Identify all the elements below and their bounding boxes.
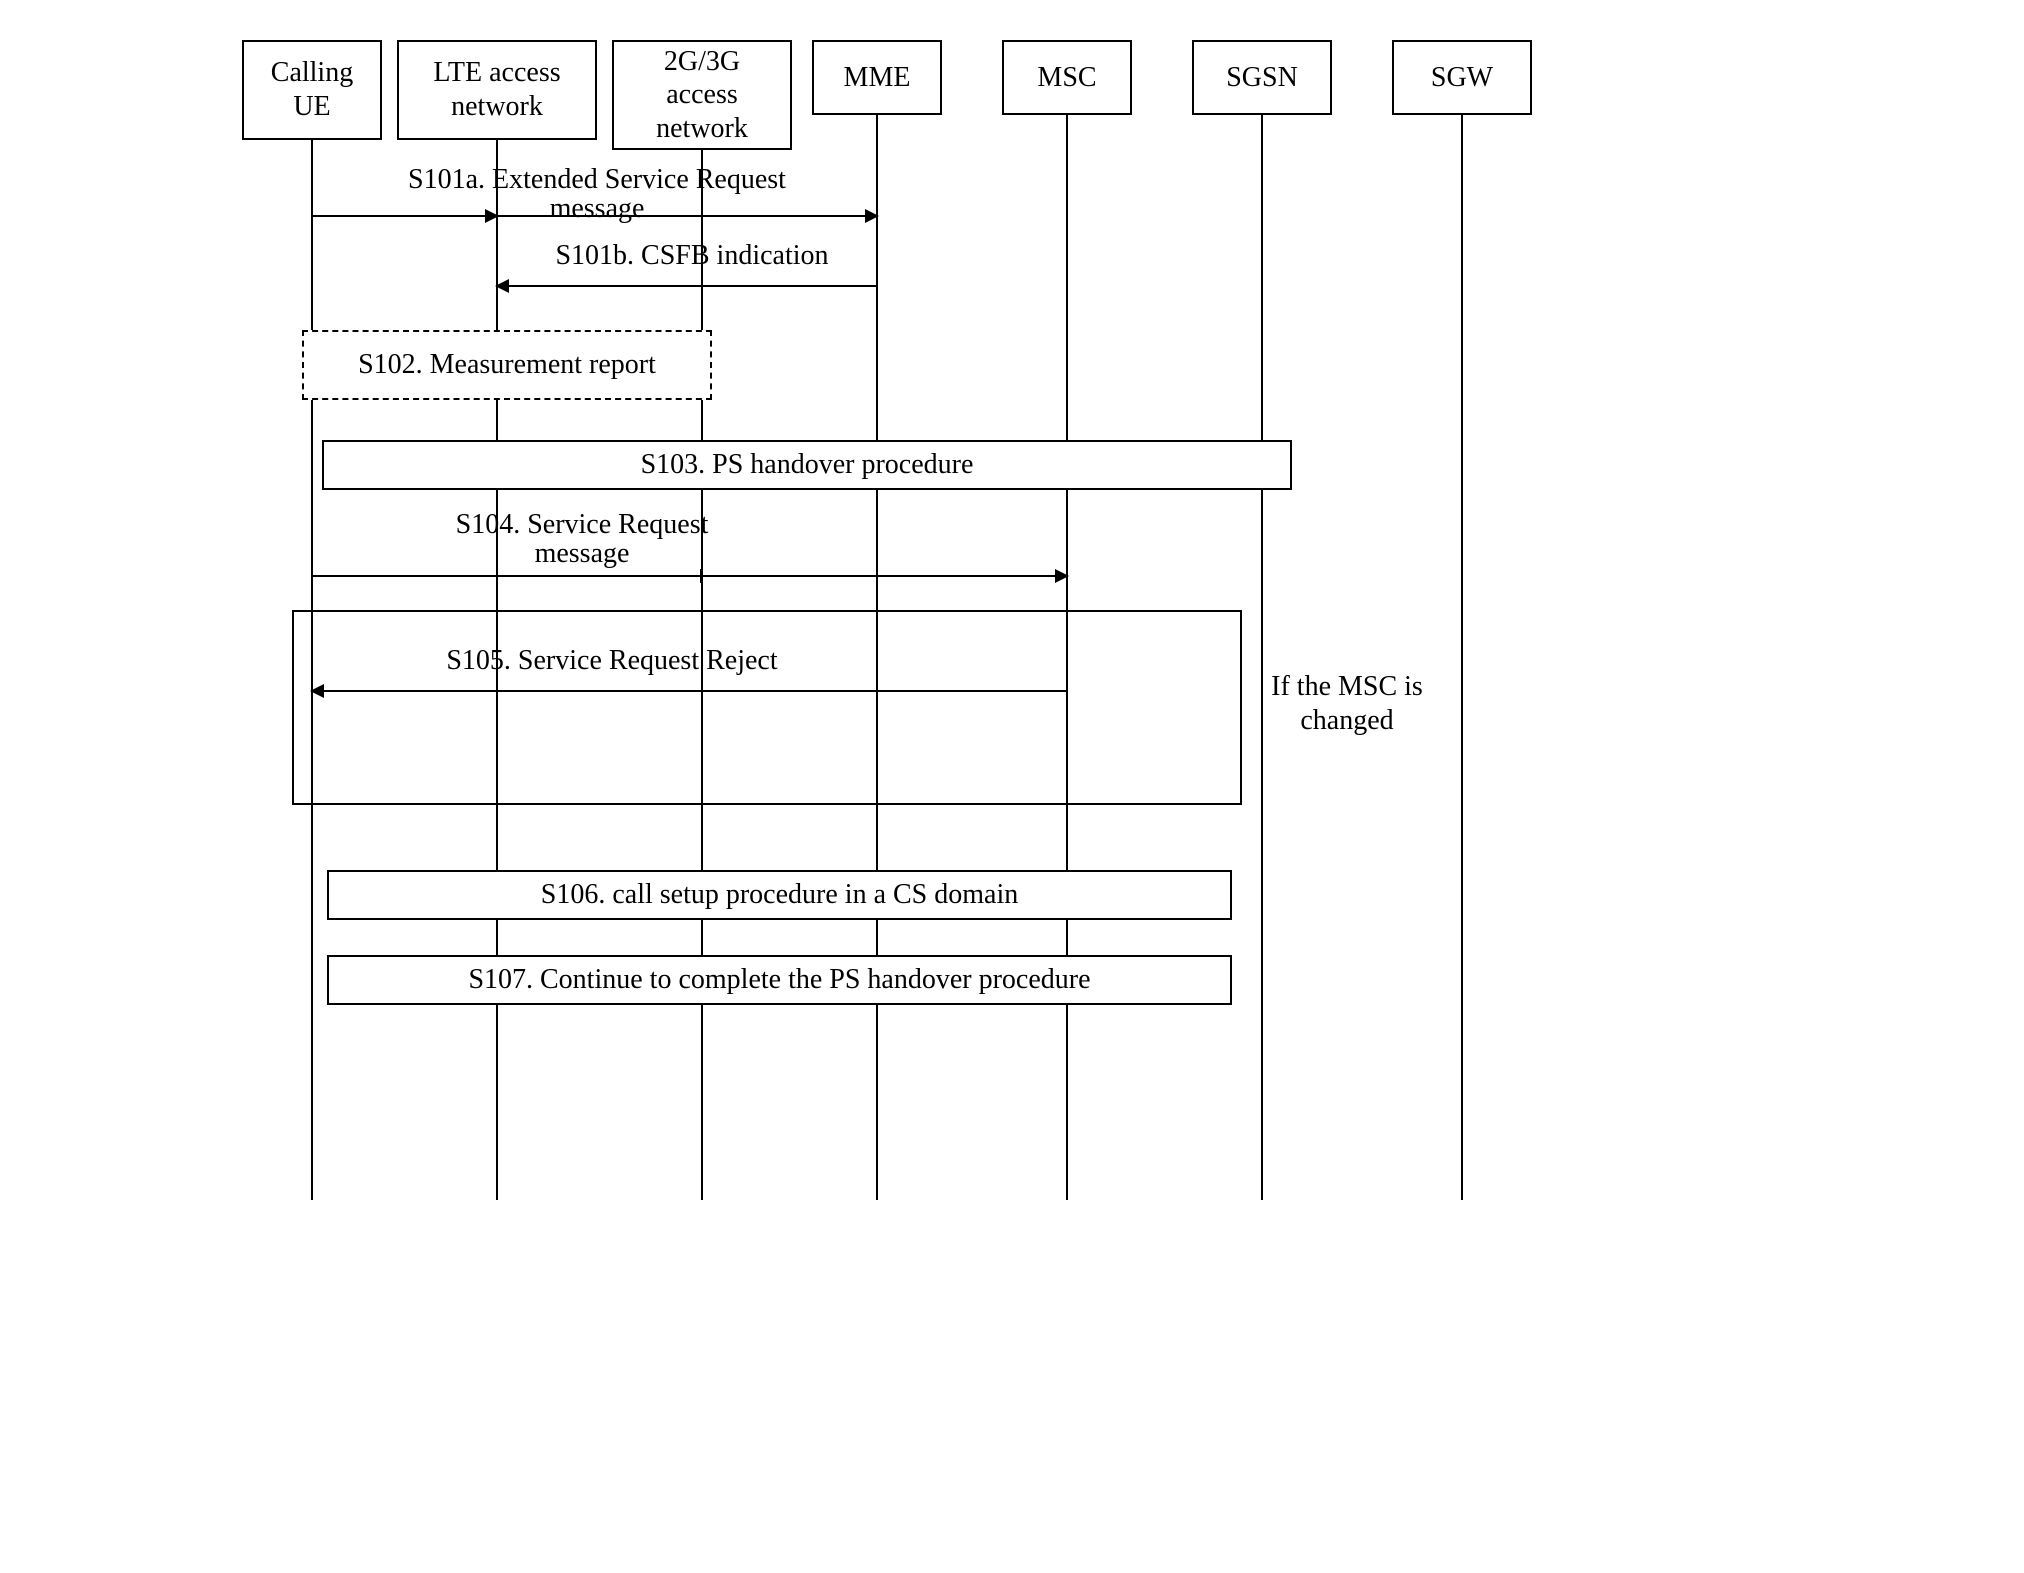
- participant-label: LTE accessnetwork: [433, 56, 560, 123]
- participant-calling-ue: CallingUE: [242, 40, 382, 140]
- sequence-diagram: CallingUE LTE accessnetwork 2G/3Gaccessn…: [232, 20, 1792, 1220]
- msg-s106-label: S106. call setup procedure in a CS domai…: [541, 879, 1018, 911]
- participant-label: SGSN: [1226, 61, 1298, 95]
- arrow-s101a-seg2: [497, 215, 877, 217]
- msg-s105-label: S105. Service Request Reject: [362, 645, 862, 677]
- msg-s101b-label: S101b. CSFB indication: [512, 240, 872, 272]
- participant-mme: MME: [812, 40, 942, 115]
- msg-s102-label: S102. Measurement report: [358, 349, 656, 381]
- msg-s104-label: S104. Service Requestmessage: [352, 510, 812, 569]
- box-s107: S107. Continue to complete the PS handov…: [327, 955, 1232, 1005]
- note-msc-changed: If the MSC ischanged: [1247, 670, 1447, 737]
- arrow-s104-seg1: [312, 575, 702, 577]
- lifeline-sgw: [1461, 115, 1463, 1200]
- arrow-s101a-seg1: [312, 215, 497, 217]
- msg-s107-label: S107. Continue to complete the PS handov…: [468, 964, 1090, 996]
- participant-label: MSC: [1037, 61, 1096, 95]
- participant-lte: LTE accessnetwork: [397, 40, 597, 140]
- participant-label: SGW: [1431, 61, 1493, 95]
- participant-2g3g: 2G/3Gaccessnetwork: [612, 40, 792, 150]
- arrow-s104-seg2: [702, 575, 1067, 577]
- frame-msc-changed: [292, 610, 1242, 805]
- participant-sgsn: SGSN: [1192, 40, 1332, 115]
- participant-sgw: SGW: [1392, 40, 1532, 115]
- box-s106: S106. call setup procedure in a CS domai…: [327, 870, 1232, 920]
- msg-s103-label: S103. PS handover procedure: [641, 449, 974, 481]
- participant-label: MME: [844, 61, 911, 95]
- arrow-s101b: [497, 285, 877, 287]
- lifeline-sgsn: [1261, 115, 1263, 1200]
- participant-label: 2G/3Gaccessnetwork: [656, 45, 748, 146]
- box-s103: S103. PS handover procedure: [322, 440, 1292, 490]
- arrow-s105: [312, 690, 1067, 692]
- participant-msc: MSC: [1002, 40, 1132, 115]
- box-s102: S102. Measurement report: [302, 330, 712, 400]
- participant-label: CallingUE: [271, 56, 353, 123]
